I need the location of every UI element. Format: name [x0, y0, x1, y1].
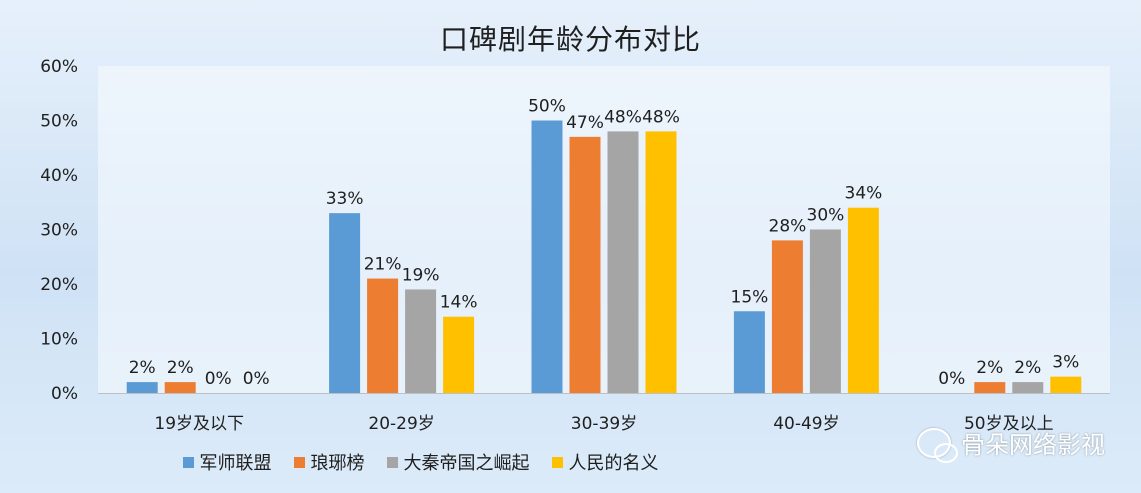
data-label: 47%	[566, 113, 604, 133]
data-label: 2%	[129, 358, 156, 378]
legend-item: 军师联盟	[182, 449, 272, 475]
legend-label: 琅琊榜	[310, 453, 365, 474]
data-label: 3%	[1052, 353, 1079, 373]
data-label: 30%	[807, 206, 845, 226]
x-tick-label: 50岁及以上	[964, 414, 1054, 434]
x-tick-label: 40-49岁	[773, 414, 839, 434]
plot-area	[98, 66, 1110, 393]
bar	[367, 278, 399, 393]
x-tick-label: 19岁及以下	[154, 414, 244, 434]
bar	[164, 382, 196, 393]
data-label: 14%	[440, 293, 478, 313]
data-label: 48%	[642, 107, 680, 127]
legend-label: 人民的名义	[568, 453, 659, 474]
bar	[569, 136, 601, 393]
y-tick-label: 20%	[40, 275, 78, 295]
chart-legend: 军师联盟 琅琊榜 大秦帝国之崛起 人民的名义	[0, 449, 1141, 475]
data-label: 2%	[1014, 358, 1041, 378]
bar	[847, 207, 879, 393]
bar	[771, 240, 803, 393]
bar	[405, 289, 437, 393]
bar	[531, 120, 563, 393]
watermark: 骨朵网络影视	[917, 425, 1105, 463]
legend-swatch	[386, 456, 398, 468]
y-tick-label: 40%	[40, 166, 78, 186]
legend-item: 琅琊榜	[293, 449, 365, 475]
legend-item: 大秦帝国之崛起	[386, 449, 530, 475]
bar	[443, 316, 475, 393]
data-label: 28%	[769, 216, 807, 236]
y-tick-label: 10%	[40, 330, 78, 350]
data-label: 50%	[528, 97, 566, 117]
legend-item: 人民的名义	[551, 449, 659, 475]
wechat-icon	[917, 427, 958, 463]
data-label: 34%	[845, 184, 883, 204]
legend-swatch	[551, 456, 563, 468]
legend-label: 军师联盟	[199, 453, 272, 474]
data-label: 33%	[326, 189, 364, 209]
bar	[1012, 382, 1044, 393]
bar	[809, 229, 841, 393]
data-label: 0%	[243, 369, 270, 389]
data-label: 19%	[402, 265, 440, 285]
legend-swatch	[293, 456, 305, 468]
watermark-text: 骨朵网络影视	[961, 431, 1105, 459]
data-label: 15%	[731, 287, 769, 307]
data-label: 48%	[604, 107, 642, 127]
y-tick-label: 0%	[51, 384, 78, 404]
x-tick-label: 20-29岁	[368, 414, 434, 434]
bar	[1050, 376, 1082, 393]
data-label: 0%	[938, 369, 965, 389]
data-label: 21%	[364, 255, 402, 275]
y-tick-label: 50%	[40, 112, 78, 132]
legend-label: 大秦帝国之崛起	[403, 453, 530, 474]
data-label: 2%	[976, 358, 1003, 378]
legend-swatch	[182, 456, 194, 468]
data-label: 0%	[205, 369, 232, 389]
x-tick-label: 30-39岁	[571, 414, 637, 434]
bar	[329, 213, 361, 393]
y-tick-label: 30%	[40, 221, 78, 241]
data-label: 2%	[167, 358, 194, 378]
bar	[974, 382, 1006, 393]
bar	[645, 131, 677, 393]
chart-title: 口碑剧年龄分布对比	[439, 23, 701, 56]
bar	[733, 311, 765, 393]
y-tick-label: 60%	[40, 57, 78, 77]
bar	[126, 382, 158, 393]
bar	[607, 131, 639, 393]
